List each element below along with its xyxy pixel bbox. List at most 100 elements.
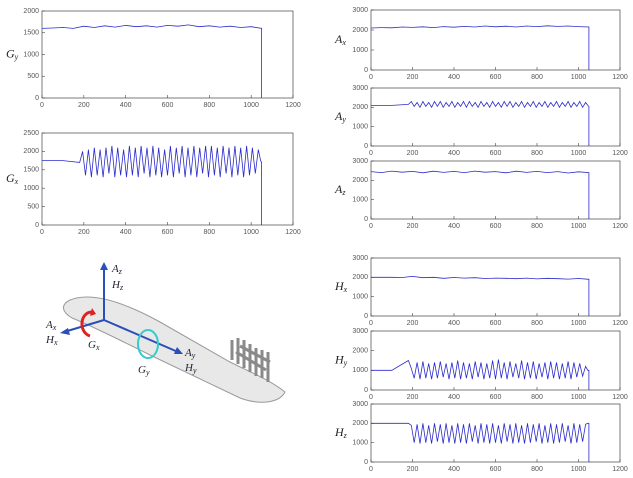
x-tick-label: 1200 [285, 229, 301, 236]
chart-panel: 0 1000 2000 3000 0 200 400 600 800 1000 1200 Hy [334, 328, 628, 401]
y-tick-label: 1000 [23, 185, 39, 192]
y-axis-label-symbol: A [334, 109, 343, 123]
y-axis-label-symbol: A [334, 32, 343, 46]
diagram-label: Ay [184, 347, 196, 360]
chart-panel: 0 500 1000 1500 2000 0 200 400 600 800 1000 1200 Gy [6, 8, 301, 109]
x-tick-label: 1000 [571, 74, 587, 81]
x-tick-label: 1200 [285, 102, 301, 109]
x-tick-label: 200 [407, 74, 419, 81]
chart-panel: 0 1000 2000 3000 0 200 400 600 800 1000 1200 Hz [334, 401, 628, 473]
x-tick-label: 200 [78, 229, 90, 236]
y-tick-label: 0 [364, 459, 368, 466]
data-line [41, 24, 262, 98]
x-tick-label: 800 [531, 74, 543, 81]
data-line [370, 25, 590, 70]
data-line [371, 275, 590, 316]
y-tick-label: 2000 [352, 104, 368, 111]
x-tick-label: 200 [407, 150, 419, 157]
diagram-label: Az [111, 263, 123, 276]
x-tick-label: 1000 [243, 229, 259, 236]
y-tick-label: 3000 [352, 7, 368, 14]
y-tick-label: 1000 [23, 51, 39, 58]
y-axis-label-subscript: y [14, 52, 19, 61]
x-tick-label: 800 [531, 394, 543, 401]
x-tick-label: 1000 [571, 466, 587, 473]
y-axis-label-symbol: H [334, 352, 345, 366]
y-axis-label: Hx [334, 279, 348, 294]
y-tick-label: 0 [364, 387, 368, 394]
y-tick-label: 2000 [352, 27, 368, 34]
y-tick-label: 2000 [352, 420, 368, 427]
y-tick-label: 3000 [352, 255, 368, 262]
y-tick-label: 2000 [352, 177, 368, 184]
y-tick-label: 2000 [352, 274, 368, 281]
y-axis-label: Gx [6, 171, 19, 186]
x-tick-label: 400 [120, 102, 132, 109]
y-tick-label: 3000 [352, 158, 368, 165]
x-tick-label: 600 [490, 320, 502, 327]
diagram-label: Hx [45, 334, 58, 347]
x-tick-label: 0 [369, 223, 373, 230]
rotation-arrow [137, 329, 159, 359]
x-tick-label: 400 [448, 223, 460, 230]
plot-area [370, 87, 621, 147]
x-tick-label: 1200 [612, 223, 628, 230]
bristles [230, 338, 271, 382]
x-tick-label: 600 [162, 102, 174, 109]
x-tick-label: 400 [448, 150, 460, 157]
data-line [42, 145, 262, 225]
y-axis-label-subscript: y [343, 358, 348, 367]
y-tick-label: 2000 [23, 8, 39, 15]
plot-area [41, 132, 294, 226]
plot-area [370, 160, 621, 220]
x-tick-label: 0 [369, 150, 373, 157]
y-axis-label: Az [334, 182, 346, 197]
rotation-arrow [80, 310, 93, 338]
y-tick-label: 0 [364, 67, 368, 74]
x-tick-label: 1000 [571, 223, 587, 230]
x-tick-label: 1200 [612, 74, 628, 81]
x-tick-label: 1200 [612, 150, 628, 157]
diagram-label: Ax [45, 319, 57, 332]
arrow-head [100, 262, 108, 270]
y-axis-label: Gy [6, 46, 19, 61]
y-tick-label: 0 [364, 216, 368, 223]
x-tick-label: 200 [407, 466, 419, 473]
y-axis-label: Hy [334, 352, 348, 367]
x-tick-label: 600 [490, 150, 502, 157]
chart-panel: 0 500 1000 1500 2000 2500 0 200 400 600 800 1000 120… [6, 130, 301, 236]
y-tick-label: 1000 [352, 124, 368, 131]
chart-panel: 0 1000 2000 3000 0 200 400 600 800 1000 1200 Ax [334, 7, 628, 81]
plot-area [370, 257, 621, 317]
y-axis-label: Hz [334, 425, 348, 440]
y-tick-label: 3000 [352, 401, 368, 408]
x-tick-label: 400 [448, 74, 460, 81]
y-tick-label: 1000 [352, 440, 368, 447]
chart-panel: 0 1000 2000 3000 0 200 400 600 800 1000 1200 Hx [334, 255, 628, 327]
x-tick-label: 1000 [571, 150, 587, 157]
plot-area [370, 9, 621, 71]
x-tick-label: 600 [490, 466, 502, 473]
x-tick-label: 800 [531, 150, 543, 157]
y-axis-label-symbol: A [334, 182, 343, 196]
y-tick-label: 1500 [23, 167, 39, 174]
x-tick-label: 0 [369, 394, 373, 401]
x-tick-label: 0 [369, 74, 373, 81]
y-tick-label: 500 [27, 203, 39, 210]
x-tick-label: 800 [203, 102, 215, 109]
x-tick-label: 600 [490, 74, 502, 81]
x-tick-label: 800 [531, 320, 543, 327]
data-line [371, 422, 590, 462]
x-tick-label: 1200 [612, 320, 628, 327]
x-tick-label: 600 [490, 223, 502, 230]
arrow-head [174, 347, 183, 354]
axis-arrow [63, 319, 105, 333]
plot-area [41, 10, 294, 99]
x-tick-label: 0 [369, 466, 373, 473]
x-tick-label: 1000 [571, 394, 587, 401]
y-tick-label: 1000 [352, 197, 368, 204]
x-tick-label: 600 [162, 229, 174, 236]
y-tick-label: 2000 [23, 148, 39, 155]
